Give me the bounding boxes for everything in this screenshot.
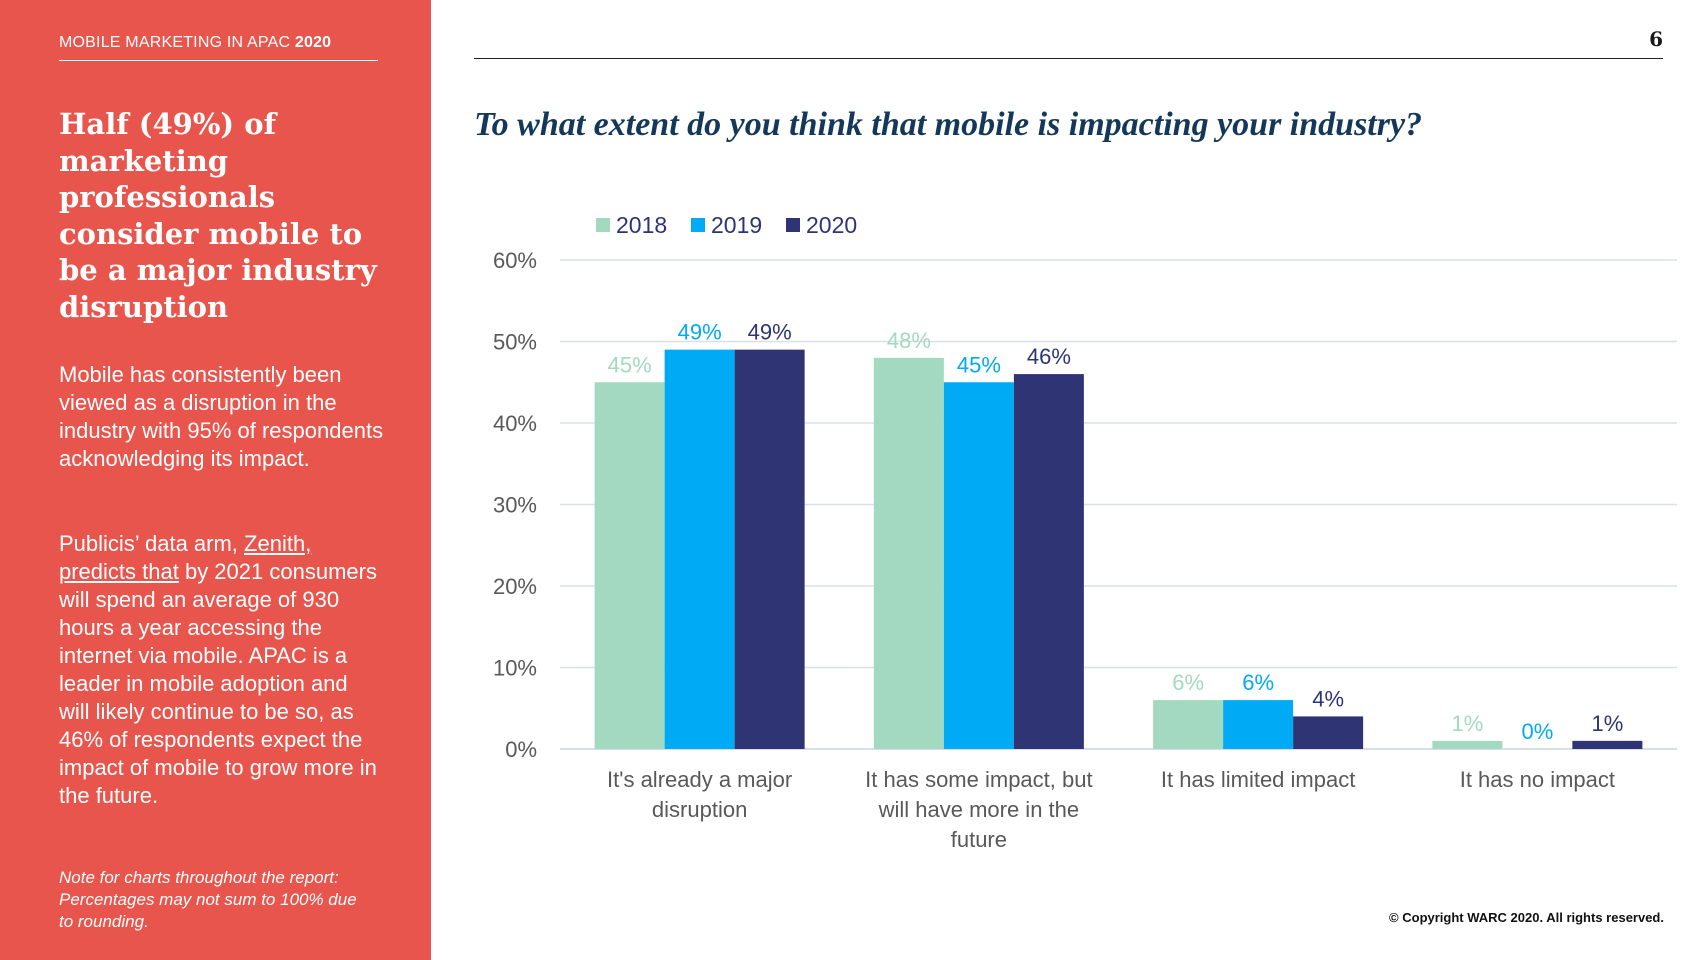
bar-2018 [1432, 740, 1503, 749]
data-label: 4% [1312, 686, 1344, 711]
y-tick-label: 50% [493, 330, 537, 355]
bar-2020 [1572, 740, 1643, 749]
sidebar-paragraph-1: Mobile has consistently been viewed as a… [59, 362, 384, 471]
y-tick-label: 60% [493, 248, 537, 273]
report-title: MOBILE MARKETING IN APAC 2020 [59, 34, 332, 51]
bar-2018 [594, 382, 665, 749]
y-tick-label: 40% [493, 411, 537, 436]
data-label: 45% [608, 352, 652, 377]
data-label: 48% [887, 328, 931, 353]
data-label: 49% [678, 320, 722, 345]
sidebar-paragraph-2: Publicis’ data arm, Zenith, predicts tha… [59, 531, 377, 808]
chart-title: To what extent do you think that mobile … [474, 106, 1423, 143]
zenith-link[interactable]: Zenith, predicts that [59, 531, 312, 584]
bar-2018 [1153, 700, 1224, 749]
page-number: 6 [1649, 27, 1663, 51]
bar-2019 [664, 349, 735, 749]
data-label: 6% [1242, 670, 1274, 695]
x-category-label: It has some impact, but will have more in… [865, 767, 1092, 852]
x-category-label: It's already a major disruption [607, 767, 792, 822]
bar-2019 [1223, 700, 1294, 749]
y-tick-label: 30% [493, 493, 537, 518]
data-label: 0% [1521, 719, 1553, 744]
header-divider [59, 60, 378, 61]
legend-label: 2020 [806, 212, 857, 238]
legend-label: 2018 [616, 212, 667, 238]
data-label: 49% [748, 320, 792, 345]
data-label: 1% [1451, 711, 1483, 736]
x-category-label: It has no impact [1460, 767, 1615, 792]
legend-label: 2019 [711, 212, 762, 238]
data-label: 46% [1027, 344, 1071, 369]
copyright: © Copyright WARC 2020. All rights reserv… [1389, 910, 1664, 925]
data-label: 1% [1591, 711, 1623, 736]
bar-2018 [873, 357, 944, 749]
sidebar-headline: Half (49%) of marketing professionals co… [59, 107, 377, 324]
x-category-label: It has limited impact [1161, 767, 1355, 792]
y-tick-label: 10% [493, 656, 537, 681]
bar-2020 [734, 349, 805, 749]
bar-2020 [1013, 374, 1084, 749]
data-label: 6% [1172, 670, 1204, 695]
y-tick-label: 0% [505, 737, 537, 762]
legend-swatch-2018 [596, 218, 610, 232]
bar-2020 [1293, 716, 1364, 749]
data-label: 45% [957, 352, 1001, 377]
legend-swatch-2020 [786, 218, 800, 232]
bar-2019 [943, 382, 1014, 749]
y-tick-label: 20% [493, 574, 537, 599]
report-year: 2020 [294, 34, 332, 51]
sidebar: MOBILE MARKETING IN APAC 2020 Half (49%)… [0, 0, 431, 960]
top-divider [474, 58, 1663, 59]
legend-swatch-2019 [691, 218, 705, 232]
rounding-note: Note for charts throughout the report: P… [59, 868, 357, 931]
